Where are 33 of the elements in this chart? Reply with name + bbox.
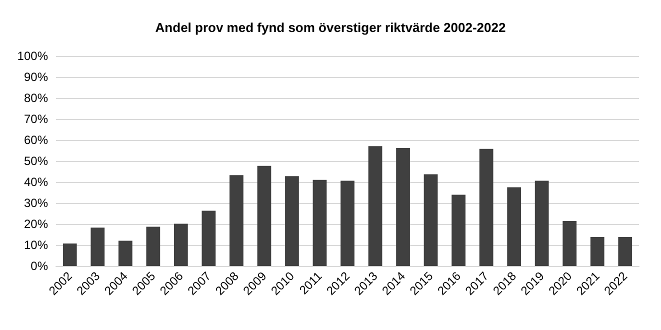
chart-title: Andel prov med fynd som överstiger riktvärde 2002-2022 [155,20,506,35]
bar [146,226,160,266]
bar [424,174,438,266]
bar [618,237,632,266]
y-tick-label: 100% [17,49,48,63]
bar [452,194,466,266]
bar [590,237,604,266]
bar [368,146,382,266]
bar [507,187,522,266]
y-tick-label: 60% [24,133,48,147]
y-tick-label: 70% [24,112,48,126]
y-tick-label: 10% [24,238,48,252]
y-tick-label: 30% [24,196,48,210]
y-tick-label: 50% [24,154,48,168]
bar [174,224,188,266]
y-tick-label: 90% [24,70,48,84]
y-tick-label: 20% [24,217,48,231]
bar [202,210,216,266]
bar [257,166,272,266]
y-tick-label: 0% [30,259,48,273]
bar [312,180,327,266]
bar [534,180,549,266]
bar [230,175,244,266]
bar [118,240,132,266]
bar [562,221,577,266]
bar [396,148,410,266]
bar [479,148,494,266]
y-tick-label: 80% [24,91,48,105]
y-tick-label: 40% [24,175,48,189]
bar [90,228,105,266]
bar [340,180,354,266]
bar [285,176,299,266]
bar [62,244,77,266]
